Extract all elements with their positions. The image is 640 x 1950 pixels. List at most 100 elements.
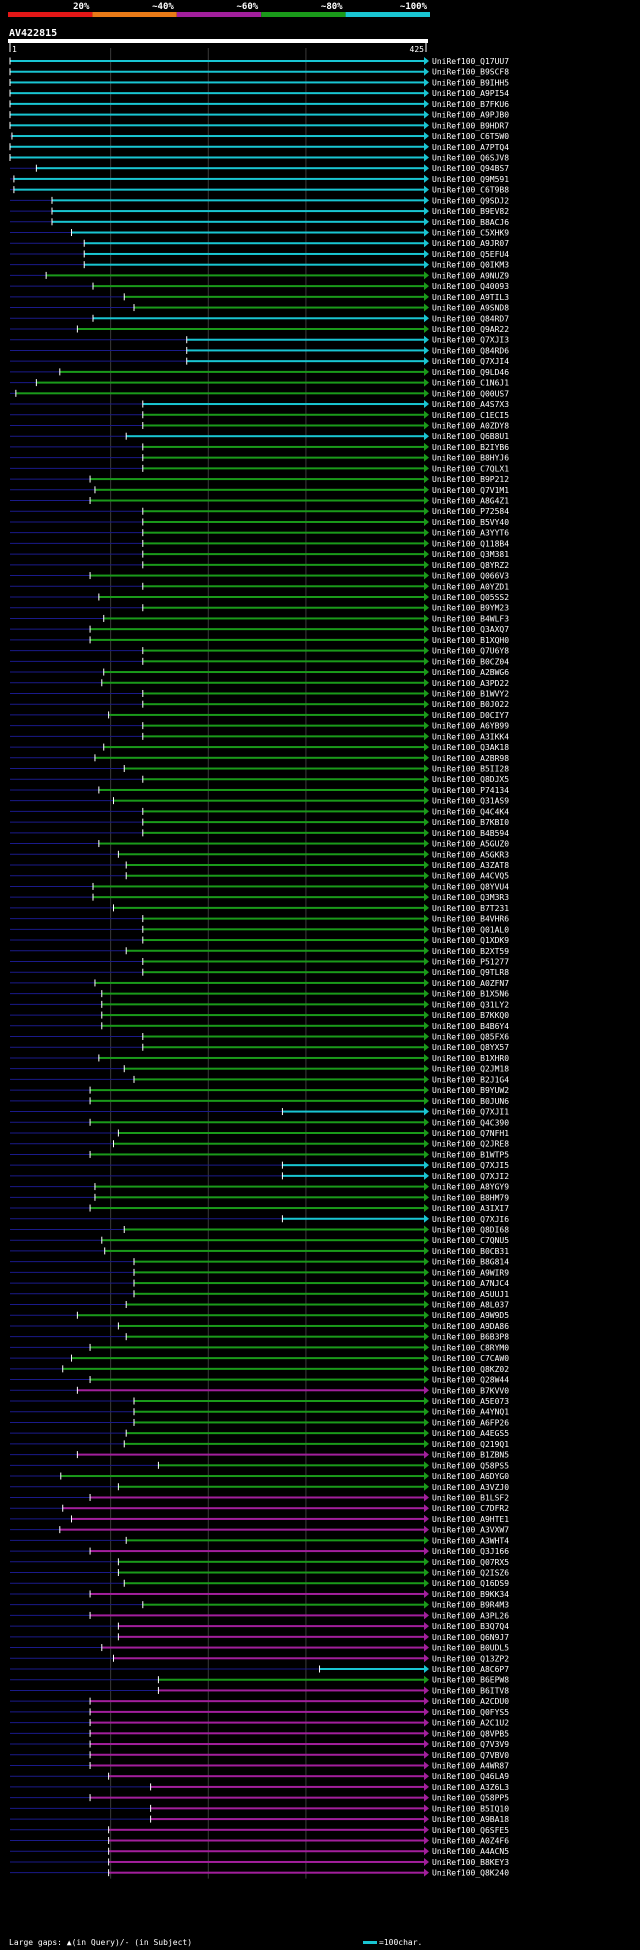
hit-label: UniRef100_B2IYB6 xyxy=(432,443,509,452)
hit-bar xyxy=(142,467,424,470)
hit-label: UniRef100_Q9AR22 xyxy=(432,325,509,334)
hit-row: UniRef100_B7KBI0 xyxy=(10,818,509,827)
hit-label: UniRef100_A9SND8 xyxy=(432,304,509,313)
hit-bar xyxy=(36,167,424,170)
hit-arrow xyxy=(424,1246,429,1255)
hit-arrow xyxy=(424,174,429,183)
hit-row: UniRef100_Q46LA9 xyxy=(10,1772,509,1781)
hit-row: UniRef100_B7T231 xyxy=(10,903,509,913)
hit-arrow xyxy=(424,1665,429,1673)
hit-label: UniRef100_B9KK34 xyxy=(432,1590,509,1599)
hit-bar xyxy=(134,1410,425,1413)
hit-arrow xyxy=(424,357,429,366)
hit-bar xyxy=(282,1217,424,1220)
hit-arrow xyxy=(424,1611,429,1620)
hit-arrow xyxy=(424,1675,429,1684)
hit-arrow xyxy=(424,743,429,752)
hit-arrow xyxy=(424,625,429,634)
hit-label: UniRef100_A3YYT6 xyxy=(432,529,509,538)
hit-arrow xyxy=(424,260,429,269)
hit-row: UniRef100_Q8YVU4 xyxy=(10,882,509,891)
hit-bar xyxy=(71,1517,424,1520)
hit-arrow xyxy=(424,121,429,130)
hit-row: UniRef100_Q2ISZ6 xyxy=(10,1568,509,1578)
hit-row: UniRef100_B2J1G4 xyxy=(10,1075,509,1084)
hit-row: UniRef100_Q5EFU4 xyxy=(10,250,509,259)
hit-row: UniRef100_Q118B4 xyxy=(10,539,509,548)
hit-row: UniRef100_B6ITV8 xyxy=(10,1686,509,1695)
hit-label: UniRef100_B6B3P8 xyxy=(432,1333,509,1342)
hit-arrow xyxy=(424,700,429,709)
scale-label: =100char. xyxy=(379,1938,422,1947)
hit-bar xyxy=(118,1132,424,1134)
hit-bar xyxy=(90,1796,424,1799)
hit-row: UniRef100_A0Z4F6 xyxy=(10,1836,509,1846)
hit-bar xyxy=(124,295,424,298)
hit-arrow xyxy=(424,239,429,248)
hit-label: UniRef100_B2J1G4 xyxy=(432,1075,509,1084)
hit-bar xyxy=(94,1196,424,1199)
hit-row: UniRef100_Q05SS2 xyxy=(10,593,509,602)
hit-label: UniRef100_Q7XJI6 xyxy=(432,1215,509,1224)
hit-label: UniRef100_B4B6Y4 xyxy=(432,1022,509,1031)
hit-row: UniRef100_B1LSF2 xyxy=(10,1493,509,1502)
hit-bar xyxy=(150,1785,425,1788)
hit-bar xyxy=(126,949,425,952)
hit-arrow xyxy=(424,582,429,591)
color-segment xyxy=(176,12,262,17)
hit-arrow xyxy=(424,292,429,301)
hit-bar xyxy=(90,1710,424,1713)
hit-arrow xyxy=(424,785,429,794)
hit-bar xyxy=(142,960,424,963)
hit-bar xyxy=(142,1046,424,1049)
hit-arrow xyxy=(424,1439,429,1448)
hit-arrow xyxy=(424,903,429,912)
hit-row: UniRef100_Q6SFE5 xyxy=(10,1825,509,1835)
hit-label: UniRef100_A4CVQ5 xyxy=(432,872,509,881)
hit-label: UniRef100_A0YZD1 xyxy=(432,582,509,591)
hit-arrow xyxy=(424,646,429,655)
hit-bar xyxy=(124,1228,424,1231)
hit-arrow xyxy=(424,1214,429,1223)
color-label: 20% xyxy=(73,2,90,12)
hit-label: UniRef100_Q066V3 xyxy=(432,572,509,581)
hit-bar xyxy=(282,1174,424,1177)
hit-label: UniRef100_Q2ISZ6 xyxy=(432,1569,509,1578)
hit-arrow xyxy=(424,432,429,441)
hit-arrow xyxy=(424,668,429,677)
hit-label: UniRef100_A3WHT4 xyxy=(432,1536,509,1545)
hit-bar xyxy=(36,381,424,384)
hit-arrow xyxy=(424,1729,429,1738)
hit-label: UniRef100_D0CIY7 xyxy=(432,711,509,720)
hit-row: UniRef100_Q3M3R3 xyxy=(10,893,509,902)
hit-bar xyxy=(186,338,424,341)
hit-row: UniRef100_A5GUZ0 xyxy=(10,839,509,849)
hit-arrow xyxy=(424,560,429,569)
hit-bar xyxy=(71,231,424,234)
hit-label: UniRef100_A3ZAT8 xyxy=(432,861,509,870)
hit-arrow xyxy=(424,1129,429,1137)
hit-bar xyxy=(90,499,424,502)
hit-bar xyxy=(113,906,424,909)
hit-row: UniRef100_B5IQ10 xyxy=(10,1804,509,1813)
hit-row: UniRef100_B1WTP5 xyxy=(10,1150,509,1159)
hit-bar xyxy=(108,1860,425,1863)
hit-bar xyxy=(90,628,424,631)
hit-row: UniRef100_Q8K240 xyxy=(10,1868,509,1878)
hit-bar xyxy=(142,606,424,609)
hit-bar xyxy=(126,874,425,877)
hit-label: UniRef100_Q6SJV8 xyxy=(432,153,509,162)
hit-label: UniRef100_B8KEY3 xyxy=(432,1858,509,1867)
hit-bar xyxy=(90,1743,424,1746)
hit-row: UniRef100_B4WLF3 xyxy=(10,614,509,623)
hit-row: UniRef100_Q7XJI6 xyxy=(10,1214,509,1224)
hit-bar xyxy=(142,649,424,652)
hit-arrow xyxy=(424,1568,429,1577)
hit-arrow xyxy=(424,185,429,194)
hit-bar xyxy=(186,360,424,363)
hit-row: UniRef100_Q7U6Y8 xyxy=(10,646,509,656)
hit-label: UniRef100_B5VY40 xyxy=(432,518,509,527)
hit-bar xyxy=(108,1775,425,1778)
hit-bar xyxy=(90,1614,424,1617)
hit-arrow xyxy=(424,732,429,741)
